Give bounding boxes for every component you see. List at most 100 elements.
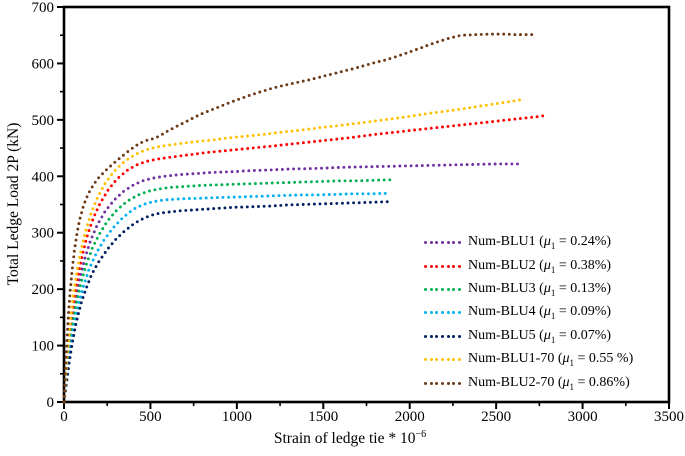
data-point-dot [301, 79, 305, 83]
data-point-dot [135, 152, 139, 155]
data-point-dot [420, 46, 424, 50]
data-point-dot [364, 165, 368, 169]
data-point-dot [329, 202, 333, 206]
data-point-dot [265, 181, 269, 185]
data-point-dot [135, 143, 139, 147]
data-point-dot [162, 144, 166, 148]
data-point-dot [285, 83, 289, 87]
data-point-dot [106, 188, 110, 192]
data-point-dot [90, 185, 94, 189]
data-point-dot [390, 131, 394, 134]
data-point-dot [420, 164, 424, 168]
data-point-dot [513, 33, 517, 37]
data-point-dot [345, 68, 349, 72]
data-point-dot [434, 110, 438, 114]
data-point-dot [426, 163, 430, 167]
data-point-dot [210, 196, 214, 200]
legend-dot-icon [441, 381, 444, 385]
data-point-dot [322, 193, 326, 197]
legend-dot-icon [441, 311, 444, 315]
data-point-dot [468, 106, 472, 110]
data-point-dot [78, 306, 82, 310]
data-point-dot [346, 123, 350, 126]
data-point-dot [298, 180, 302, 184]
data-point-dot [66, 367, 70, 371]
data-point-dot [407, 114, 411, 118]
data-point-dot [251, 205, 255, 209]
data-point-dot [446, 109, 450, 113]
legend-dot-icon [457, 311, 461, 315]
data-point-dot [457, 107, 461, 111]
data-point-dot [318, 75, 322, 79]
data-point-dot [81, 284, 85, 288]
data-point-dot [404, 51, 408, 55]
data-point-dot [117, 157, 121, 161]
data-point-dot [123, 201, 127, 205]
data-point-dot [143, 202, 147, 206]
data-point-dot [463, 33, 467, 37]
data-point-dot [68, 288, 72, 292]
data-point-dot [473, 105, 477, 109]
data-point-dot [296, 203, 300, 207]
data-point-dot [77, 222, 81, 226]
series-Num-BLU4 [62, 191, 387, 404]
data-point-dot [287, 181, 291, 184]
data-point-dot [180, 173, 184, 176]
data-point-dot [181, 185, 185, 189]
data-point-dot [103, 210, 107, 214]
data-point-dot [221, 195, 225, 199]
data-point-dot [504, 162, 508, 166]
data-point-dot [446, 37, 450, 40]
legend-dot-icon [435, 334, 439, 338]
data-point-dot [147, 177, 150, 181]
data-point-dot [263, 88, 267, 92]
data-point-dot [336, 166, 340, 169]
data-point-dot [220, 183, 224, 187]
data-point-dot [158, 187, 162, 191]
data-point-dot [372, 192, 376, 196]
data-point-dot [151, 213, 155, 217]
data-point-dot [409, 164, 413, 168]
data-point-dot [141, 179, 145, 183]
y-axis-title: Total Ledge Load 2P (kN) [5, 122, 22, 286]
data-point-dot [157, 157, 161, 161]
legend-label: Num-BLU4 (μ1 = 0.09%) [468, 304, 612, 322]
data-point-dot [352, 135, 355, 139]
data-point-dot [184, 141, 188, 145]
data-point-dot [381, 164, 385, 168]
data-point-dot [65, 344, 69, 348]
data-point-dot [68, 294, 72, 298]
data-point-dot [195, 140, 199, 143]
legend-dot-icon [429, 264, 433, 268]
data-point-dot [83, 256, 87, 260]
data-point-dot [413, 128, 417, 132]
data-point-dot [484, 103, 488, 107]
data-point-dot [70, 345, 74, 348]
data-point-dot [163, 174, 167, 178]
data-point-dot [429, 111, 433, 115]
data-point-dot [232, 195, 236, 199]
legend-dot-icon [452, 381, 456, 385]
data-point-dot [69, 316, 72, 320]
data-point-dot [81, 250, 85, 254]
data-point-dot [388, 178, 392, 182]
data-point-dot [95, 236, 99, 240]
data-point-dot [79, 301, 83, 305]
data-point-dot [283, 193, 287, 197]
data-point-dot [502, 32, 506, 36]
data-point-dot [372, 61, 376, 65]
data-point-dot [211, 107, 214, 111]
data-point-dot [74, 306, 78, 310]
x-axis-title-exponent: −6 [415, 429, 427, 440]
data-point-dot [530, 115, 534, 119]
data-point-dot [104, 168, 108, 172]
data-point-dot [323, 125, 327, 129]
data-point-dot [100, 215, 104, 219]
data-point-dot [131, 183, 135, 187]
data-point-dot [223, 149, 227, 153]
data-point-dot [286, 167, 290, 171]
data-point-dot [240, 147, 244, 151]
legend-dot-icon [441, 241, 444, 245]
data-point-dot [380, 200, 384, 204]
data-point-dot [266, 194, 270, 198]
